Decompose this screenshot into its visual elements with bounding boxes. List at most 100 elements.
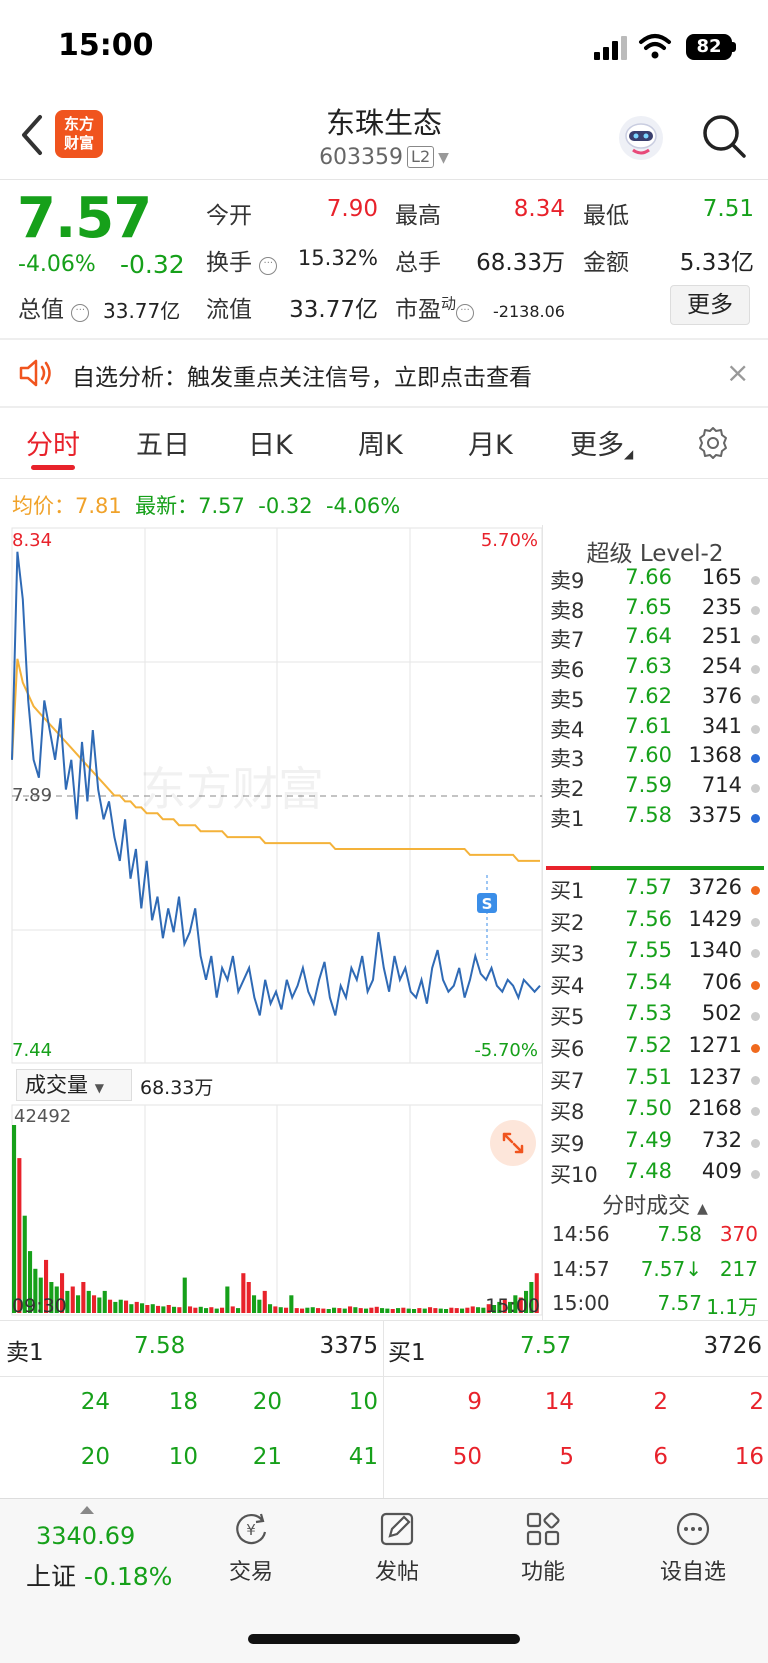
back-arrow-icon[interactable] [18, 113, 46, 157]
more-quote-button[interactable]: 更多 [670, 285, 750, 325]
absolute-change: -0.32 [120, 250, 185, 279]
ask-qty: 341 [701, 713, 742, 738]
total-cap-label[interactable]: 总值 ··· [18, 290, 90, 324]
bid-level-label: 买8 [550, 1100, 585, 1125]
nav-trade[interactable]: ¥ 交易 [196, 1510, 306, 1586]
ask-row[interactable]: 卖1 7.58 3375 [550, 803, 768, 834]
sell-queue-qty: 10 [348, 1389, 378, 1415]
level1-sell-qty: 3375 [319, 1333, 378, 1359]
volume-indicator-label: 成交量 [25, 1073, 88, 1097]
nav-post[interactable]: 发帖 [342, 1510, 452, 1586]
gear-icon[interactable] [695, 425, 731, 461]
ask-price: 7.65 [625, 594, 672, 619]
close-icon[interactable]: × [726, 356, 750, 389]
bid-row[interactable]: 买1 7.57 3726 [550, 875, 768, 906]
cellular-signal-icon [594, 36, 627, 60]
ask-row[interactable]: 卖8 7.65 235 [550, 595, 768, 626]
tab-monthly-k[interactable]: 月K [468, 430, 513, 461]
tab-daily-k[interactable]: 日K [248, 430, 293, 461]
bid-row[interactable]: 买9 7.49 732 [550, 1128, 768, 1159]
stock-code-selector[interactable]: 603359 L2 ▼ [0, 145, 768, 170]
bid-level-label: 买6 [550, 1037, 585, 1061]
ask-price: 7.64 [625, 624, 672, 649]
index-ticker[interactable]: 上证 -0.18% [26, 1557, 172, 1593]
caret-up-icon[interactable] [80, 1506, 94, 1514]
bid-row[interactable]: 买3 7.55 1340 [550, 938, 768, 969]
volume-indicator-dropdown[interactable]: 成交量 ▼ [16, 1069, 132, 1101]
tab-intraday[interactable]: 分时 [26, 430, 80, 461]
trade-icon: ¥ [236, 1513, 267, 1545]
tick-time: 14:56 [552, 1222, 610, 1246]
pe-label[interactable]: 市盈动 ··· [395, 290, 475, 324]
s-marker[interactable]: S [477, 875, 497, 960]
buy-queue-qty: 16 [734, 1444, 764, 1470]
ask-price: 7.63 [625, 654, 672, 679]
bid-ask-ratio-green [591, 866, 764, 870]
ask-row[interactable]: 卖6 7.63 254 [550, 654, 768, 685]
ask-qty: 3375 [688, 802, 742, 827]
ask-row[interactable]: 卖7 7.64 251 [550, 624, 768, 655]
volume-bar [412, 1309, 417, 1313]
banner-text[interactable]: 自选分析：触发重点关注信号，立即点击查看 [72, 365, 532, 391]
watermark: 东方财富 [140, 762, 324, 816]
bid-row[interactable]: 买6 7.52 1271 [550, 1033, 768, 1064]
ask-qty: 235 [701, 594, 742, 619]
level1-buy-label: 买1 [388, 1340, 426, 1366]
intraday-chart[interactable]: 东方财富 8.34 7.89 7.44 5.70% -5.70% S 42492… [0, 525, 545, 1320]
volume-bar [252, 1295, 257, 1313]
index-value[interactable]: 3340.69 [36, 1522, 136, 1550]
ticks-header[interactable]: 分时成交 ▲ [542, 1188, 768, 1220]
analysis-banner[interactable] [0, 340, 768, 407]
volume-bar [193, 1307, 198, 1313]
nav-functions[interactable]: 功能 [488, 1510, 598, 1586]
volume-bar [342, 1308, 347, 1313]
ask-row[interactable]: 卖5 7.62 376 [550, 684, 768, 715]
tab-more[interactable]: 更多◢ [570, 423, 633, 462]
volume-bar [422, 1308, 427, 1313]
order-flag-dot [751, 980, 760, 990]
tab-weekly-k[interactable]: 周K [358, 430, 403, 461]
logo-text-2: 财富 [63, 134, 94, 152]
ask-row[interactable]: 卖3 7.60 1368 [550, 743, 768, 774]
volume-bar [444, 1309, 449, 1313]
turnover-label[interactable]: 换手 ··· [206, 243, 278, 277]
tab-five-day[interactable]: 五日 [136, 430, 190, 461]
volume-bar [182, 1277, 187, 1313]
avg-price-line [11, 658, 540, 862]
buy-queue-qty: 50 [452, 1444, 482, 1470]
bid-row[interactable]: 买4 7.54 706 [550, 970, 768, 1001]
order-flag-dot [751, 635, 760, 645]
sell-queue-qty: 21 [252, 1444, 282, 1470]
search-icon[interactable] [700, 112, 748, 160]
bid-row[interactable]: 买7 7.51 1237 [550, 1065, 768, 1096]
volume-bar [65, 1290, 70, 1313]
volume-bar [262, 1290, 267, 1313]
expand-icon[interactable] [490, 1120, 536, 1166]
stock-code: 603359 [319, 145, 404, 170]
tick-price: 7.57 [657, 1291, 702, 1315]
ask-level-label: 卖8 [550, 598, 585, 623]
ask-row[interactable]: 卖4 7.61 341 [550, 714, 768, 745]
volume-bar [204, 1308, 209, 1313]
volume-bar [454, 1308, 459, 1313]
bid-price: 7.57 [625, 875, 672, 899]
bid-row[interactable]: 买2 7.56 1429 [550, 907, 768, 938]
tick-volume: 370 [719, 1222, 758, 1246]
volume-bar [289, 1295, 294, 1313]
bid-row[interactable]: 买8 7.50 2168 [550, 1096, 768, 1127]
bid-row[interactable]: 买5 7.53 502 [550, 1001, 768, 1032]
ask-row[interactable]: 卖2 7.59 714 [550, 773, 768, 804]
bid-row[interactable]: 买10 7.48 409 [550, 1159, 768, 1190]
nav-add-watchlist[interactable]: 设自选 [638, 1510, 748, 1586]
tick-price: 7.58 [657, 1222, 702, 1246]
volume-bar [236, 1308, 241, 1313]
app-logo[interactable]: 东方 财富 [55, 110, 103, 158]
volume-bar [118, 1299, 123, 1313]
volume-bar [508, 1301, 513, 1313]
ask-row[interactable]: 卖9 7.66 165 [550, 565, 768, 596]
ask-level-label: 卖9 [550, 569, 585, 593]
robot-assistant-icon[interactable] [617, 114, 665, 162]
ask-price: 7.58 [625, 802, 672, 827]
bid-price: 7.55 [625, 938, 672, 963]
order-book-title: 超级 Level-2 [586, 541, 724, 567]
